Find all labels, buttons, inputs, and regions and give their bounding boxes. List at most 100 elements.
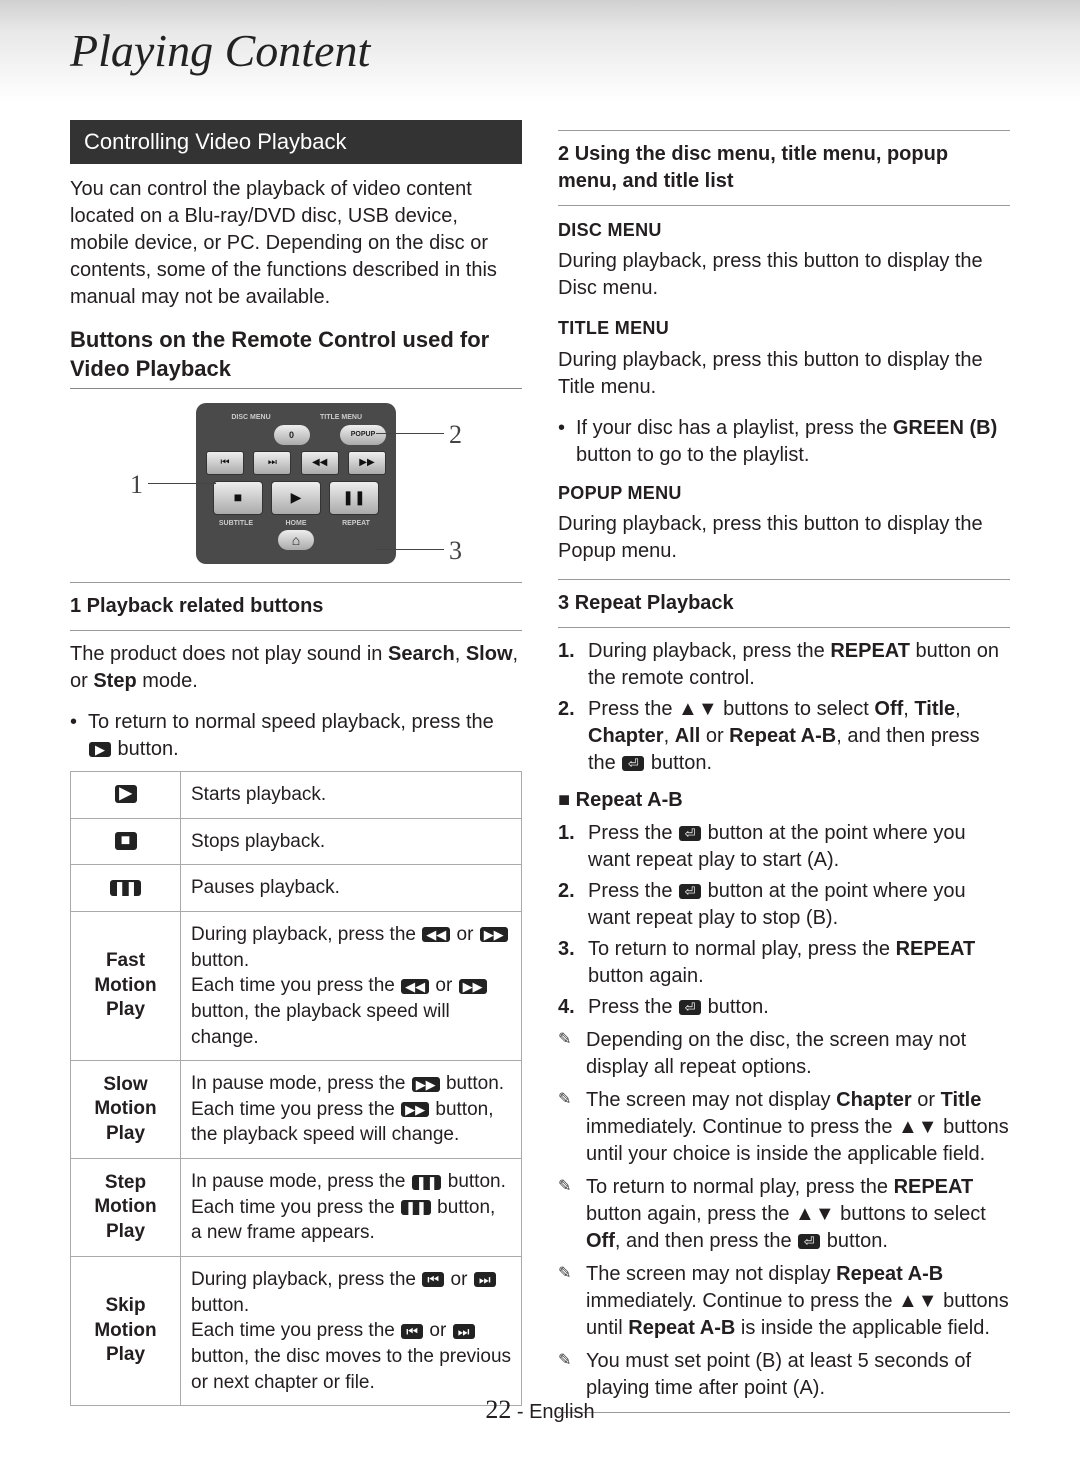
t: button again, press the ▲▼ buttons to se… [586,1203,986,1225]
fastfwd-icon: ▶▶ [459,979,487,994]
t: mode. [137,670,198,692]
t: To return to normal play, press the [588,938,896,960]
note: ✎To return to normal play, press the REP… [558,1174,1010,1255]
divider [70,630,522,631]
title-menu-heading: TITLE MENU [558,316,1010,340]
title-menu-text: During playback, press this button to di… [558,347,1010,401]
t: , [455,643,466,665]
list-item: 4.Press the ⏎ button. [558,994,1010,1021]
remote-next-button: ⏭ [253,451,291,475]
list-item: 1.Press the ⏎ button at the point where … [558,820,1010,874]
table-row: ❚❚Pauses playback. [71,865,522,912]
fastfwd-icon: ▶▶ [401,1102,429,1117]
t: button. [702,996,769,1018]
t: GREEN (B) [893,417,997,439]
t: During playback, press the [191,924,421,945]
remote-repeat-label: REPEAT [326,519,386,528]
page-number: 22 [485,1395,511,1424]
enter-icon: ⏎ [622,756,644,771]
t: During playback, press the REPEAT button… [588,638,1010,692]
cell-label: Skip Motion Play [71,1257,181,1406]
t: If your disc has a playlist, press the [576,417,893,439]
t: Press the ⏎ button at the point where yo… [588,820,1010,874]
t: , and then press the [615,1230,797,1252]
skip-next-icon: ⏭ [474,1272,496,1287]
t: Press the [588,996,678,1018]
fastfwd-icon: ▶▶ [412,1077,440,1092]
remote-home-label: HOME [266,519,326,528]
t: REPEAT [896,938,976,960]
t: Each time you press the [191,1099,400,1120]
cell: In pause mode, press the ❚❚ button. Each… [181,1159,522,1257]
remote-stop-button: ■ [213,481,263,515]
sub-underline [70,388,522,389]
bullet-marker: • [70,709,88,763]
disc-menu-heading: DISC MENU [558,218,1010,242]
page-lang: - English [511,1401,594,1423]
t: During playback, press the [588,640,830,662]
repeat-ab-heading: ■ Repeat A-B [558,787,1010,814]
t: Title [914,698,955,720]
t: Repeat A-B [729,725,836,747]
t: , [955,698,961,720]
t: Press the ⏎ button at the point where yo… [588,878,1010,932]
t: During playback, press the [191,1269,421,1290]
t: button. [191,950,249,971]
t: Chapter [836,1089,912,1111]
t: In pause mode, press the [191,1073,411,1094]
t: Title [941,1089,982,1111]
cell-label: Slow Motion Play [71,1061,181,1159]
t: Each time you press the [191,975,400,996]
num: 1. [558,820,588,874]
repeat-list: 1.During playback, press the REPEAT butt… [558,638,1010,777]
pause-icon: ❚❚ [412,1175,442,1190]
skip-prev-icon: ⏮ [401,1324,423,1339]
table-row: Skip Motion Play During playback, press … [71,1257,522,1406]
stop-icon: ■ [115,832,137,850]
list-item: 3.To return to normal play, press the RE… [558,936,1010,990]
t: button to go to the playlist. [576,444,810,466]
t: or [445,1269,472,1290]
t: Search [388,643,455,665]
left-column: Controlling Video Playback You can contr… [70,120,522,1423]
t: Using the disc menu, title menu, popup m… [558,143,948,192]
play-icon: ▶ [115,785,137,803]
callout-1: 1 [130,467,143,502]
pause-icon: ❚❚ [110,880,141,896]
remote-ff-button: ▶▶ [348,451,386,475]
play-icon: ▶ [89,742,111,757]
pause-icon: ❚❚ [401,1200,431,1215]
t: 3 [558,592,575,614]
intro-text: You can control the playback of video co… [70,176,522,311]
table-row: Fast Motion Play During playback, press … [71,911,522,1060]
disc-menu-text: During playback, press this button to di… [558,248,1010,302]
bullet: • To return to normal speed playback, pr… [70,709,522,763]
t: button. [821,1230,888,1252]
t: button. [112,738,179,760]
t: The product does not play sound in [70,643,388,665]
t: Repeat A-B [628,1317,735,1339]
list-item: 2.Press the ▲▼ buttons to select Off, Ti… [558,696,1010,777]
t: Chapter [588,725,664,747]
remote-disc-menu-label: DISC MENU [206,413,296,422]
enter-icon: ⏎ [679,1000,701,1015]
t: button. [191,1295,249,1316]
t: Slow [466,643,513,665]
main-title: Playing Content [70,20,1080,82]
num: 2. [558,696,588,777]
t: Off [874,698,903,720]
bullet: • If your disc has a playlist, press the… [558,415,1010,469]
bullet-text: To return to normal speed playback, pres… [88,709,522,763]
table-row: Step Motion Play In pause mode, press th… [71,1159,522,1257]
cell: In pause mode, press the ▶▶ button. Each… [181,1061,522,1159]
note-text: The screen may not display Repeat A-B im… [586,1261,1010,1342]
cell-label: Step Motion Play [71,1159,181,1257]
bullet-text: If your disc has a playlist, press the G… [576,415,1010,469]
block3-heading: 3 Repeat Playback [558,590,1010,617]
t: Off [586,1230,615,1252]
remote-title-menu-label: TITLE MENU [296,413,386,422]
page-header: Playing Content [0,0,1080,102]
remote-popup-button: POPUP [340,425,386,445]
cell: During playback, press the ⏮ or ⏭ button… [181,1257,522,1406]
t: REPEAT [894,1176,974,1198]
